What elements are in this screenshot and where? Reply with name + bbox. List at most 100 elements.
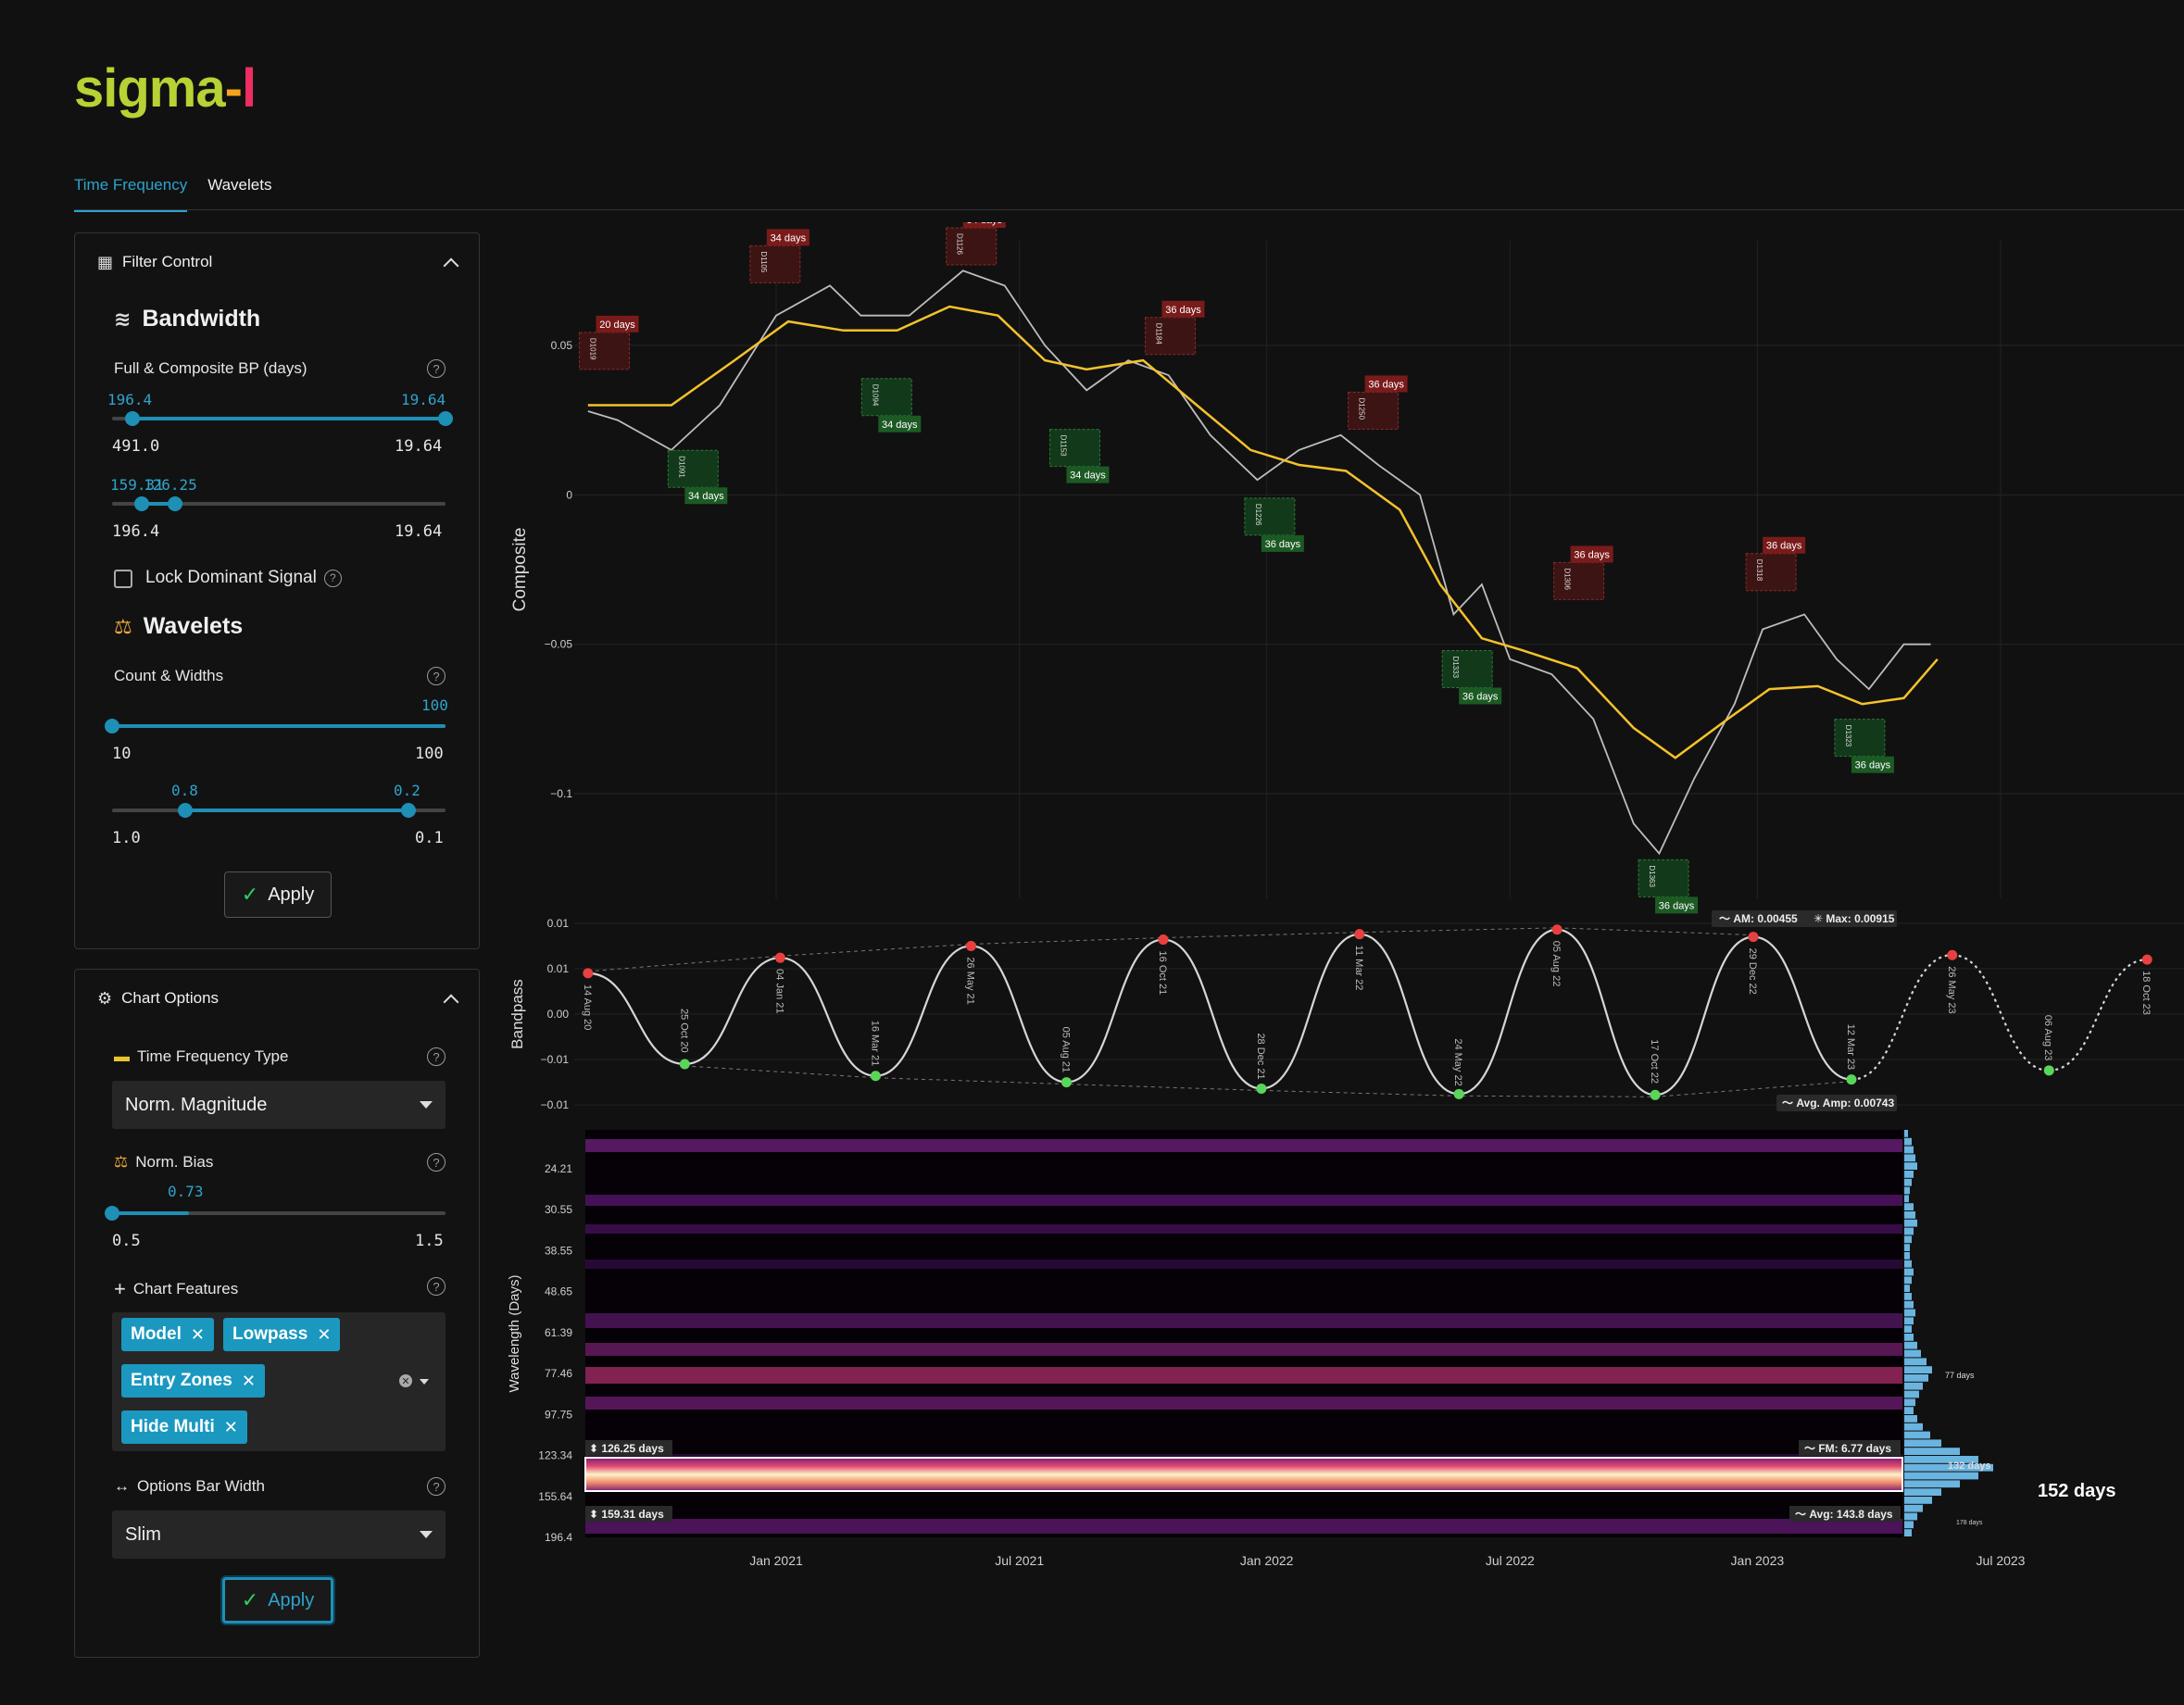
slider-handle-high[interactable] <box>401 803 417 818</box>
slider-fill <box>142 502 176 506</box>
y-tick-label: 30.55 <box>545 1203 572 1216</box>
spectrum-bar <box>1904 1382 1923 1390</box>
trough-label-bg <box>684 487 728 505</box>
help-icon[interactable]: ? <box>427 1047 446 1066</box>
help-icon[interactable]: ? <box>323 569 342 587</box>
bp-range2-slider[interactable] <box>112 496 446 511</box>
wavelet-width-slider[interactable] <box>112 803 446 818</box>
wavelet-count-slider[interactable] <box>105 719 446 733</box>
bar-width-select[interactable]: Slim <box>112 1511 446 1559</box>
wavelets-title: Wavelets <box>143 613 244 639</box>
y-tick-label: 0.05 <box>551 339 573 352</box>
trough-id: D1226 <box>1254 504 1262 526</box>
peak-zone <box>1348 391 1400 430</box>
spectrum-bar <box>1904 1130 1908 1137</box>
y-tick-label: −0.1 <box>550 787 572 800</box>
slider-handle[interactable] <box>105 719 119 733</box>
lowpass-series-line <box>587 305 1939 759</box>
gear-icon: ⚙ <box>97 988 113 1008</box>
spectrum-bar <box>1904 1300 1914 1309</box>
trough-zone <box>1244 497 1296 536</box>
spectrum-bar <box>1904 1235 1912 1244</box>
chart-options-apply-button[interactable]: ✓ Apply <box>222 1577 333 1624</box>
spectrum-bar <box>1904 1137 1912 1146</box>
heatmap-energy-band <box>585 1343 1902 1356</box>
filter-control-header[interactable]: ▦ Filter Control <box>75 233 479 291</box>
peak-marker <box>1947 949 1958 960</box>
filter-apply-button[interactable]: ✓ Apply <box>224 871 332 918</box>
trough-marker <box>1650 1089 1661 1100</box>
tab-wavelets[interactable]: Wavelets <box>207 176 272 194</box>
help-icon[interactable]: ? <box>427 1277 446 1296</box>
trough-label-bg <box>1066 466 1110 483</box>
trough-id: D1323 <box>1844 725 1852 747</box>
bp-range1-slider[interactable] <box>112 411 453 426</box>
remove-icon[interactable]: ✕ <box>190 1324 205 1344</box>
extreme-date-label: 11 Mar 22 <box>1353 946 1364 991</box>
bandpass-segment <box>1261 933 1360 1090</box>
feature-tag-hide-multi[interactable]: Hide Multi ✕ <box>121 1410 247 1444</box>
caret-down-icon[interactable] <box>420 1379 429 1385</box>
card-icon: ▬ <box>114 1047 130 1065</box>
spectrum-bar <box>1904 1285 1910 1292</box>
bandpass-segment <box>587 972 685 1066</box>
tabs-divider <box>74 209 2184 210</box>
bandpass-segment <box>780 957 876 1077</box>
help-icon[interactable]: ? <box>427 1153 446 1172</box>
norm-bias-slider[interactable] <box>105 1206 446 1221</box>
feature-tag-entry-zones[interactable]: Entry Zones ✕ <box>121 1364 265 1398</box>
help-icon[interactable]: ? <box>427 1477 446 1496</box>
extreme-date-label: 05 Aug 21 <box>1060 1027 1071 1073</box>
feature-tag-lowpass[interactable]: Lowpass ✕ <box>223 1318 341 1351</box>
tf-type-select[interactable]: Norm. Magnitude <box>112 1081 446 1129</box>
chart-options-header[interactable]: ⚙ Chart Options <box>75 970 479 1027</box>
slider-handle-low[interactable] <box>134 496 150 511</box>
help-icon[interactable]: ? <box>427 667 446 685</box>
peak-label: 36 days <box>1165 305 1201 316</box>
avg-label: 〜 Avg: 143.8 days <box>1795 1508 1893 1521</box>
heatmap-energy-band <box>585 1367 1902 1384</box>
band-upper-label: ⬍ 126.25 days <box>589 1442 664 1455</box>
chart-features-label-row: + Chart Features <box>114 1277 238 1301</box>
bandpass-segment <box>1654 935 1754 1097</box>
wavelets-heading: ⚖ Wavelets <box>114 613 243 640</box>
plus-icon: + <box>114 1277 126 1300</box>
slider-handle-high[interactable] <box>438 411 453 426</box>
trough-marker <box>1453 1088 1464 1099</box>
remove-icon[interactable]: ✕ <box>241 1371 256 1390</box>
trough-zone <box>1638 859 1689 897</box>
remove-icon[interactable]: ✕ <box>223 1417 238 1436</box>
slider-handle-low[interactable] <box>124 411 140 426</box>
balance-scale-icon: ⚖ <box>114 1153 129 1171</box>
peak-marker <box>1158 934 1169 946</box>
tab-time-frequency[interactable]: Time Frequency <box>74 176 188 212</box>
trough-id: D1094 <box>871 384 879 407</box>
remove-icon[interactable]: ✕ <box>317 1324 332 1344</box>
chevron-up-icon[interactable] <box>443 257 459 274</box>
chart-features-multiselect[interactable]: Model ✕ Lowpass ✕ Entry Zones ✕ Hide Multi ✕… <box>112 1312 446 1451</box>
slider-handle-low[interactable] <box>178 803 194 818</box>
spectrum-bar <box>1904 1171 1914 1178</box>
spectrum-bar <box>1904 1390 1919 1398</box>
spectrum-peak-label: 77 days <box>1945 1371 1975 1380</box>
peak-marker <box>1551 924 1563 935</box>
slider-fill <box>185 809 409 812</box>
heatmap-chart: 24.21 30.55 38.55 48.65 61.39 77.46 97.75 123.3… <box>507 1130 2116 1568</box>
feature-tag-model[interactable]: Model ✕ <box>121 1318 214 1351</box>
spectrum-peak-label: 178 days <box>1956 1520 1983 1526</box>
spectrum-bar <box>1904 1317 1914 1325</box>
spectrum-bar <box>1904 1374 1928 1382</box>
bar-width-label: Options Bar Width <box>137 1477 265 1495</box>
chevron-up-icon[interactable] <box>443 994 459 1010</box>
trough-marker <box>1256 1083 1267 1094</box>
lock-dominant-checkbox[interactable] <box>114 570 132 588</box>
help-icon[interactable]: ? <box>427 359 446 378</box>
clear-all-icon[interactable]: ✕ <box>399 1374 412 1387</box>
spectrum-bar <box>1904 1244 1910 1251</box>
extreme-date-label: 18 Oct 23 <box>2140 971 2152 1015</box>
count-widths-label: Count & Widths <box>114 667 224 684</box>
peak-marker <box>583 968 594 979</box>
slider-handle-high[interactable] <box>168 496 183 511</box>
slider-handle[interactable] <box>105 1206 119 1221</box>
